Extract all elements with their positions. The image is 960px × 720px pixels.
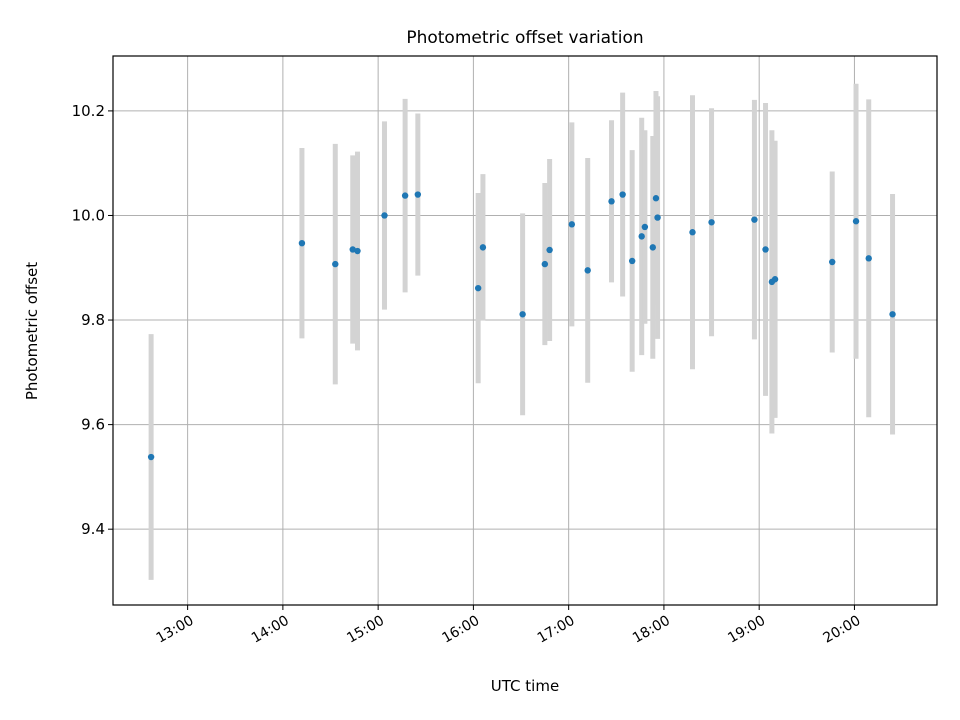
data-points (147, 191, 896, 461)
data-point (628, 257, 636, 265)
data-point (584, 267, 591, 274)
data-point (654, 214, 661, 221)
data-point (771, 276, 779, 283)
data-point (638, 233, 645, 240)
data-point (708, 219, 715, 226)
data-point (381, 212, 388, 219)
x-axis-label: UTC time (491, 677, 559, 695)
data-point (652, 195, 660, 202)
data-point (298, 239, 306, 247)
y-tick-label: 10.0 (72, 206, 105, 224)
plot-frame (112, 55, 938, 606)
data-point (354, 247, 361, 255)
data-point (762, 246, 769, 253)
data-point (865, 255, 872, 262)
data-point (852, 218, 860, 225)
y-tick-label: 9.8 (81, 311, 105, 329)
data-point (147, 453, 155, 461)
data-point (414, 191, 422, 198)
data-point (649, 244, 657, 251)
data-point (546, 246, 553, 254)
data-point (619, 191, 626, 198)
data-point (474, 284, 482, 292)
data-point (641, 223, 649, 231)
y-tick-label: 9.6 (81, 416, 105, 434)
data-point (332, 260, 339, 268)
data-point (479, 244, 487, 251)
y-axis-label: Photometric offset (23, 262, 41, 400)
data-point (829, 258, 836, 266)
y-tick-label: 10.2 (72, 102, 105, 120)
data-point (401, 192, 409, 199)
data-point (608, 198, 615, 205)
data-point (541, 260, 549, 268)
data-point (689, 229, 696, 236)
y-axis: 9.4 9.6 9.8 10.0 10.2 (72, 102, 113, 538)
data-point (751, 216, 758, 223)
y-tick-label: 9.4 (81, 520, 105, 538)
data-point (889, 311, 896, 318)
data-point (519, 311, 526, 318)
chart-title: Photometric offset variation (406, 28, 643, 48)
data-point (568, 221, 576, 228)
